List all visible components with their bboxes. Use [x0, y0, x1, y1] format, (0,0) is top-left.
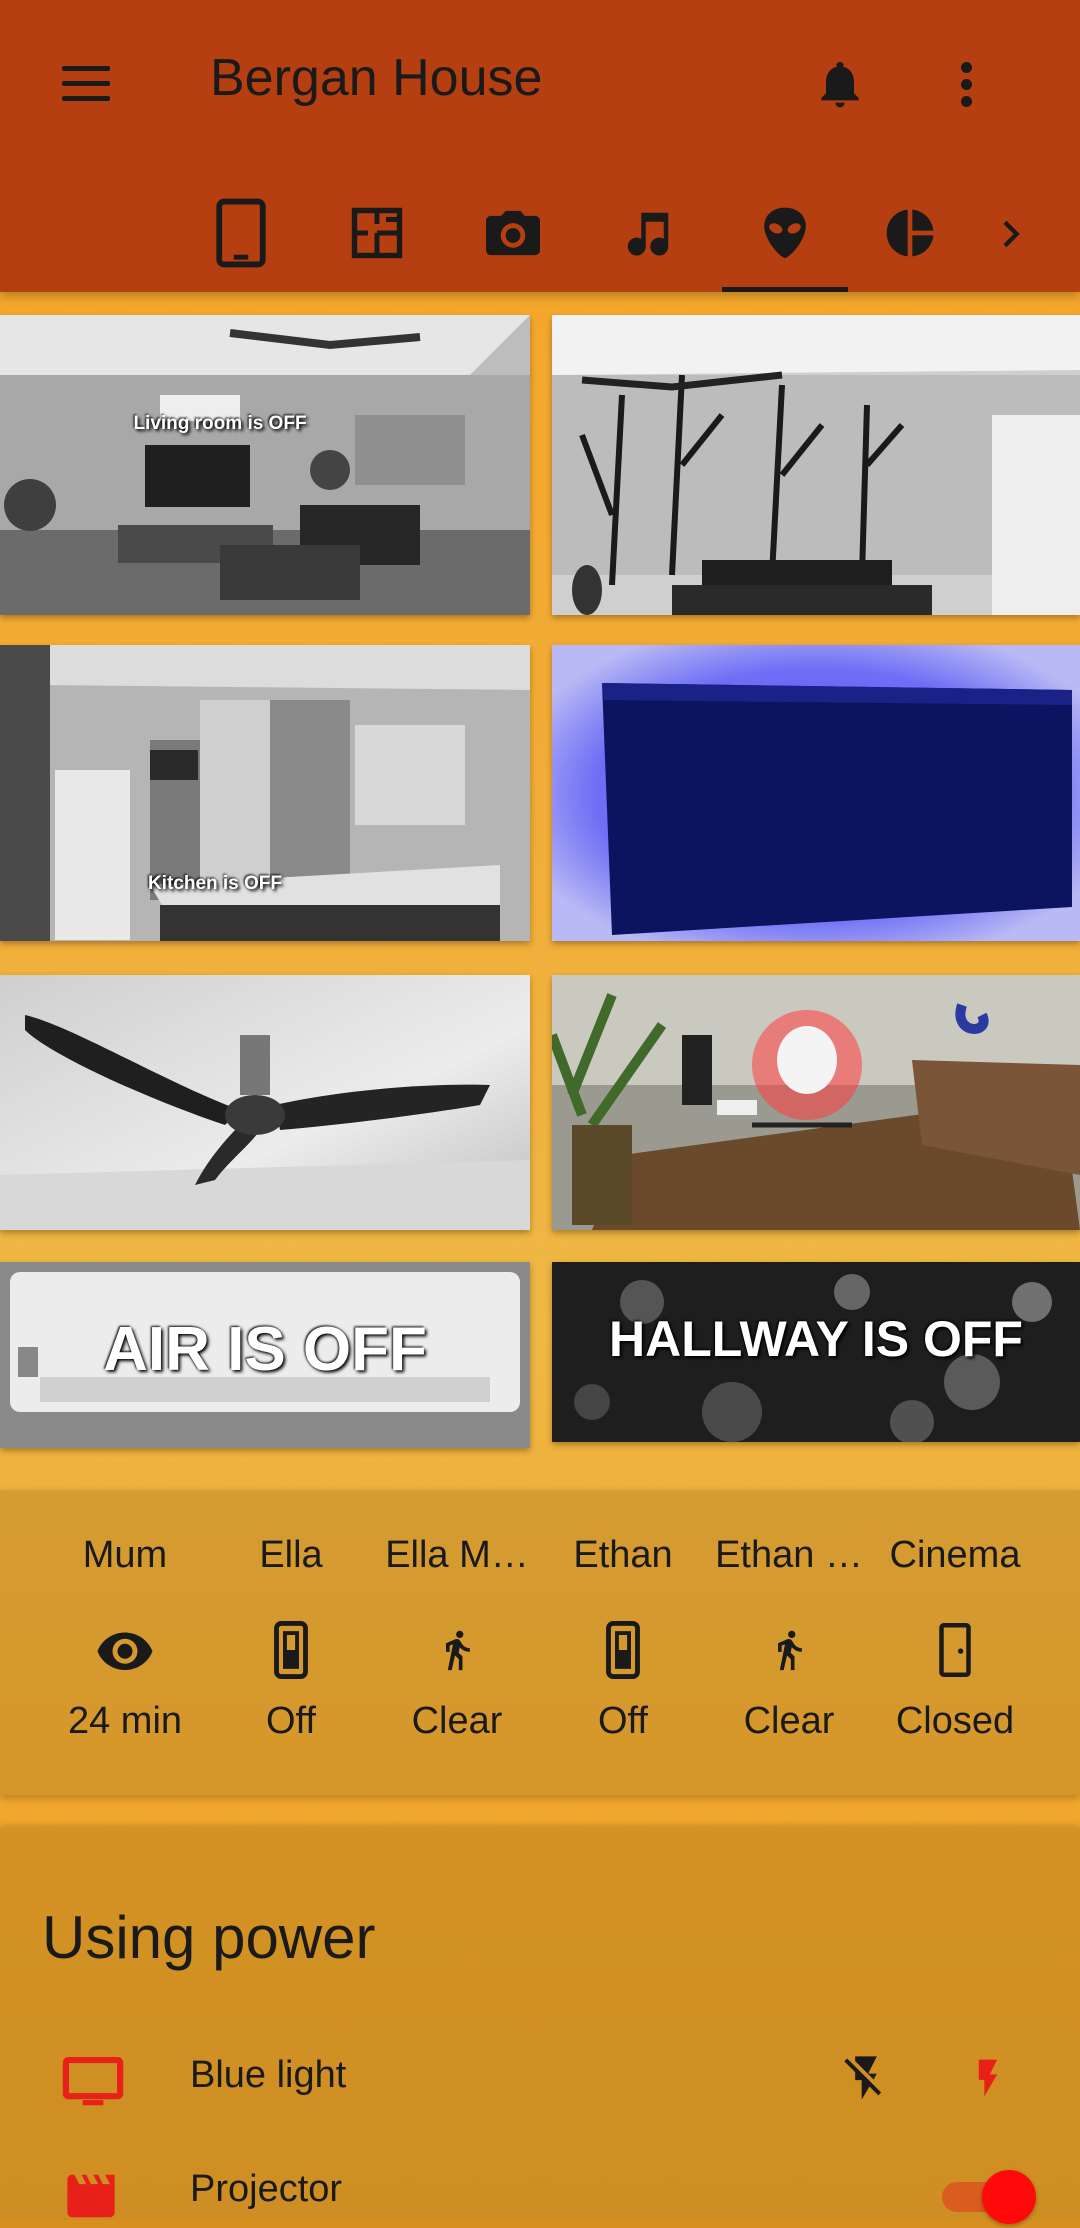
projector-toggle[interactable] — [942, 2170, 1036, 2226]
walk-icon — [759, 1620, 819, 1680]
clapperboard-icon — [62, 2170, 126, 2222]
more-options-icon[interactable] — [948, 56, 984, 116]
page-title: Bergan House — [210, 49, 543, 107]
camera-caption: AIR IS OFF — [103, 1315, 427, 1384]
glance-name: Ethan … — [715, 1534, 863, 1576]
glance-state: 24 min — [67, 1700, 183, 1742]
glance-card: Mum 24 min Ella Off Ella M… Clear Ethan … — [0, 1490, 1080, 1795]
glance-state: Clear — [411, 1700, 503, 1742]
card-title: Using power — [42, 1904, 376, 1971]
tv-icon — [62, 2056, 126, 2108]
tabs-scroll-right-icon[interactable] — [990, 210, 1030, 258]
walk-icon — [427, 1620, 487, 1680]
camera-tv-wall[interactable] — [552, 645, 1080, 941]
kitchen-image — [0, 645, 530, 941]
glance-name: Ella M… — [385, 1534, 529, 1576]
camera-hallway[interactable]: HALLWAY IS OFF — [552, 1262, 1080, 1442]
power-row-label[interactable]: Projector — [190, 2168, 343, 2210]
camera-air[interactable]: AIR IS OFF — [0, 1262, 530, 1448]
view-tabs — [0, 185, 1080, 285]
tab-camera-icon[interactable] — [473, 193, 553, 273]
tab-floorplan-icon[interactable] — [337, 193, 417, 273]
camera-kitchen[interactable]: Kitchen is OFF — [0, 645, 530, 941]
notifications-bell-icon[interactable] — [812, 52, 868, 116]
switch-icon — [261, 1620, 321, 1680]
glance-state: Off — [598, 1700, 648, 1742]
tab-pie-icon[interactable] — [880, 193, 940, 273]
eye-icon — [95, 1620, 155, 1680]
camera-caption: HALLWAY IS OFF — [609, 1311, 1023, 1367]
tab-music-icon[interactable] — [608, 193, 688, 273]
camera-caption: Living room is OFF — [133, 413, 307, 434]
flash-off-icon[interactable] — [840, 2050, 892, 2106]
switch-icon — [593, 1620, 653, 1680]
flash-on-icon[interactable] — [966, 2050, 1010, 2106]
glance-name: Cinema — [889, 1534, 1021, 1576]
glance-name: Ella — [259, 1534, 323, 1576]
power-row-label[interactable]: Blue light — [190, 2054, 347, 2096]
glance-name: Mum — [82, 1534, 168, 1576]
app-header: Bergan House — [0, 0, 1080, 292]
glance-name: Ethan — [573, 1534, 673, 1576]
dining-room-image — [552, 315, 1080, 615]
tab-alien-icon[interactable] — [745, 193, 825, 273]
menu-button[interactable] — [62, 56, 126, 112]
camera-caption: Kitchen is OFF — [147, 873, 283, 894]
air-conditioner-image — [0, 1262, 530, 1448]
study-desk-image — [552, 975, 1080, 1230]
camera-living-room[interactable]: Living room is OFF — [0, 315, 530, 615]
door-icon — [925, 1620, 985, 1680]
camera-study-desk[interactable] — [552, 975, 1080, 1230]
active-tab-indicator — [722, 287, 848, 292]
glance-state: Clear — [743, 1700, 835, 1742]
ceiling-fan-image — [0, 975, 530, 1230]
using-power-card: Using power Blue light Projector — [0, 1828, 1080, 2228]
tv-wall-image — [552, 645, 1080, 941]
camera-dining-room[interactable] — [552, 315, 1080, 615]
camera-ceiling-fan[interactable] — [0, 975, 530, 1230]
glance-state: Closed — [895, 1700, 1015, 1742]
glance-state: Off — [266, 1700, 316, 1742]
tab-tablet-icon[interactable] — [201, 193, 281, 273]
hallway-image — [552, 1262, 1080, 1442]
living-room-image — [0, 315, 530, 615]
